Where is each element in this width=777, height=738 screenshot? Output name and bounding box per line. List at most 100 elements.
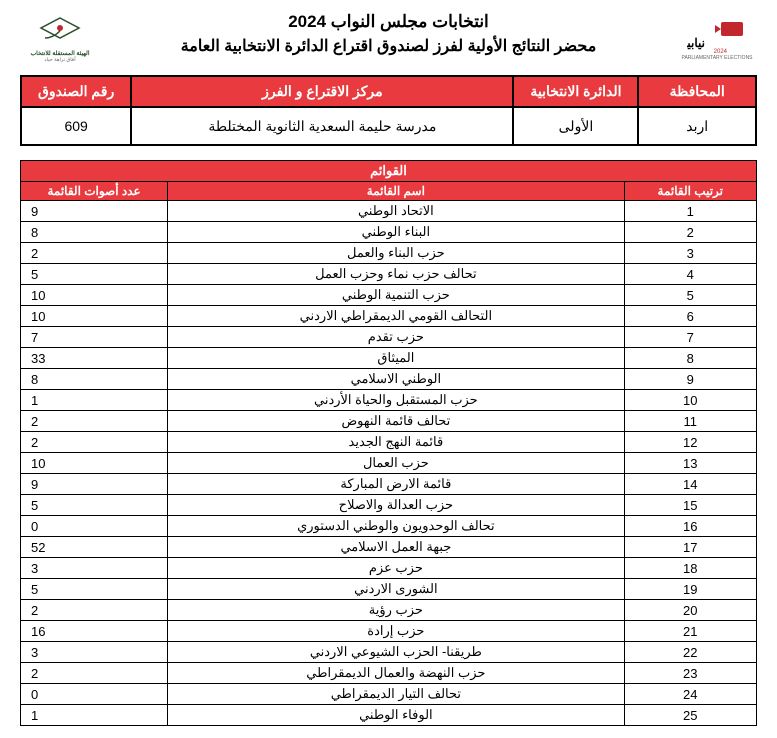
- list-row-votes: 0: [21, 516, 168, 537]
- page-title-line1: انتخابات مجلس النواب 2024: [100, 12, 677, 32]
- list-row-name: البناء الوطني: [168, 222, 624, 243]
- list-row: 9الوطني الاسلامي8: [21, 369, 757, 390]
- list-row: 24تحالف التيار الديمقراطي0: [21, 684, 757, 705]
- info-header-governorate: المحافظة: [638, 76, 756, 107]
- list-row-votes: 10: [21, 453, 168, 474]
- list-row-rank: 2: [624, 222, 756, 243]
- list-row-votes: 2: [21, 600, 168, 621]
- list-row-rank: 15: [624, 495, 756, 516]
- list-row-rank: 7: [624, 327, 756, 348]
- list-row-votes: 5: [21, 264, 168, 285]
- list-row-name: جبهة العمل الاسلامي: [168, 537, 624, 558]
- list-row: 17جبهة العمل الاسلامي52: [21, 537, 757, 558]
- list-row-rank: 4: [624, 264, 756, 285]
- list-row: 25الوفاء الوطني1: [21, 705, 757, 726]
- list-row-name: تحالف قائمة النهوض: [168, 411, 624, 432]
- list-row-votes: 8: [21, 369, 168, 390]
- list-row-name: طريقنا- الحزب الشيوعي الاردني: [168, 642, 624, 663]
- list-row: 12قائمة النهج الجديد2: [21, 432, 757, 453]
- list-row-rank: 21: [624, 621, 756, 642]
- list-row-rank: 11: [624, 411, 756, 432]
- list-row-votes: 1: [21, 705, 168, 726]
- list-row-votes: 2: [21, 411, 168, 432]
- list-row-rank: 22: [624, 642, 756, 663]
- list-row-name: حزب البناء والعمل: [168, 243, 624, 264]
- list-row-votes: 7: [21, 327, 168, 348]
- lists-header-rank: ترتيب القائمة: [624, 182, 756, 201]
- list-row-name: حزب إرادة: [168, 621, 624, 642]
- list-row-name: حزب العمال: [168, 453, 624, 474]
- list-row: 15حزب العدالة والاصلاح5: [21, 495, 757, 516]
- info-value-center: مدرسة حليمة السعدية الثانوية المختلطة: [131, 107, 513, 145]
- list-row-name: حزب المستقبل والحياة الأردني: [168, 390, 624, 411]
- title-block: انتخابات مجلس النواب 2024 محضر النتائج ا…: [100, 12, 677, 56]
- list-row: 14قائمة الارض المباركة9: [21, 474, 757, 495]
- list-row-votes: 2: [21, 243, 168, 264]
- list-row-rank: 5: [624, 285, 756, 306]
- list-row: 18حزب عزم3: [21, 558, 757, 579]
- list-row-name: الميثاق: [168, 348, 624, 369]
- list-row-name: قائمة النهج الجديد: [168, 432, 624, 453]
- list-row-rank: 16: [624, 516, 756, 537]
- list-row: 7حزب تقدم7: [21, 327, 757, 348]
- list-row: 16تحالف الوحدويون والوطني الدستوري0: [21, 516, 757, 537]
- list-row-votes: 1: [21, 390, 168, 411]
- lists-section-title: القوائم: [21, 161, 757, 182]
- list-row-name: الوفاء الوطني: [168, 705, 624, 726]
- page-title-line2: محضر النتائج الأولية لفرز لصندوق اقتراع …: [100, 36, 677, 56]
- list-row-rank: 3: [624, 243, 756, 264]
- list-row-name: قائمة الارض المباركة: [168, 474, 624, 495]
- list-row-rank: 14: [624, 474, 756, 495]
- header: نيابية 2024 PARLIAMENTARY ELECTIONS انتخ…: [20, 12, 757, 67]
- list-row-rank: 18: [624, 558, 756, 579]
- list-row-name: حزب العدالة والاصلاح: [168, 495, 624, 516]
- list-row-name: الاتحاد الوطني: [168, 201, 624, 222]
- list-row-rank: 19: [624, 579, 756, 600]
- list-row-votes: 5: [21, 495, 168, 516]
- list-row-votes: 10: [21, 285, 168, 306]
- list-row-votes: 10: [21, 306, 168, 327]
- list-row-votes: 9: [21, 474, 168, 495]
- lists-header-votes: عدد أصوات القائمة: [21, 182, 168, 201]
- info-header-center: مركز الاقتراع و الفرز: [131, 76, 513, 107]
- list-row-votes: 9: [21, 201, 168, 222]
- list-row: 23حزب النهضة والعمال الديمقراطي2: [21, 663, 757, 684]
- list-row-rank: 1: [624, 201, 756, 222]
- list-row-name: حزب رؤية: [168, 600, 624, 621]
- list-row-rank: 13: [624, 453, 756, 474]
- list-row-votes: 3: [21, 558, 168, 579]
- list-row: 13حزب العمال10: [21, 453, 757, 474]
- list-row-name: حزب تقدم: [168, 327, 624, 348]
- list-row-votes: 5: [21, 579, 168, 600]
- list-row-rank: 10: [624, 390, 756, 411]
- logo-right: نيابية 2024 PARLIAMENTARY ELECTIONS: [677, 12, 757, 67]
- list-row: 20حزب رؤية2: [21, 600, 757, 621]
- list-row-votes: 2: [21, 663, 168, 684]
- list-row-votes: 33: [21, 348, 168, 369]
- lists-table: القوائم ترتيب القائمة اسم القائمة عدد أص…: [20, 160, 757, 726]
- list-row-votes: 2: [21, 432, 168, 453]
- list-row-name: الوطني الاسلامي: [168, 369, 624, 390]
- info-value-district: الأولى: [513, 107, 638, 145]
- list-row-rank: 24: [624, 684, 756, 705]
- list-row-name: حزب التنمية الوطني: [168, 285, 624, 306]
- list-row: 11تحالف قائمة النهوض2: [21, 411, 757, 432]
- list-row-votes: 3: [21, 642, 168, 663]
- list-row-rank: 20: [624, 600, 756, 621]
- list-row: 21حزب إرادة16: [21, 621, 757, 642]
- list-row-name: تحالف حزب نماء وحزب العمل: [168, 264, 624, 285]
- list-row: 3حزب البناء والعمل2: [21, 243, 757, 264]
- info-table: المحافظة الدائرة الانتخابية مركز الاقترا…: [20, 75, 757, 146]
- logo-left: الهيئة المستقلة للانتخاب آفاق نزاهة حياد: [20, 12, 100, 67]
- list-row-name: حزب عزم: [168, 558, 624, 579]
- list-row-name: حزب النهضة والعمال الديمقراطي: [168, 663, 624, 684]
- list-row-name: الشورى الاردني: [168, 579, 624, 600]
- list-row-rank: 12: [624, 432, 756, 453]
- list-row-votes: 52: [21, 537, 168, 558]
- list-row-rank: 8: [624, 348, 756, 369]
- list-row-votes: 0: [21, 684, 168, 705]
- list-row: 4تحالف حزب نماء وحزب العمل5: [21, 264, 757, 285]
- info-value-governorate: اربد: [638, 107, 756, 145]
- info-header-box: رقم الصندوق: [21, 76, 131, 107]
- info-value-box: 609: [21, 107, 131, 145]
